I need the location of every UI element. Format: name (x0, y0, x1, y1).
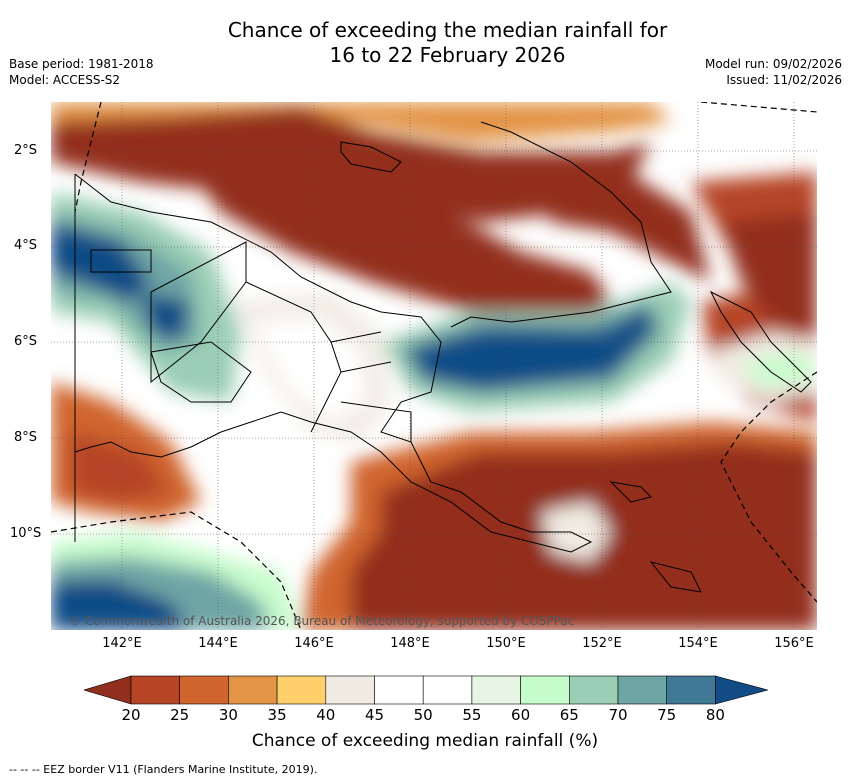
lon-label-156e: 156°E (774, 636, 814, 651)
meta-right: Model run: 09/02/2026 Issued: 11/02/2026 (705, 56, 842, 88)
lat-label-6s: 6°S (14, 334, 38, 349)
colorbar-tick-label: 35 (267, 706, 287, 724)
colorbar-tick-label: 40 (316, 706, 336, 724)
colorbar-tick-label: 25 (170, 706, 190, 724)
colorbar-segment (520, 675, 570, 705)
base-period: Base period: 1981-2018 (9, 57, 154, 71)
coastlines (74, 121, 812, 593)
model-name: Model: ACCESS-S2 (9, 73, 121, 87)
colorbar-segment (228, 675, 278, 705)
eez-borders (51, 102, 817, 630)
rainfall-field (51, 102, 817, 630)
lat-label-8s: 8°S (14, 430, 38, 445)
colorbar-tick-label: 20 (121, 706, 141, 724)
copyright-notice: © Commonwealth of Australia 2026, Bureau… (69, 614, 575, 628)
colorbar-tick-label: 30 (218, 706, 238, 724)
lat-label-2s: 2°S (14, 143, 38, 158)
colorbar-tick-label: 50 (413, 706, 433, 724)
title-line-1: Chance of exceeding the median rainfall … (227, 18, 668, 42)
lon-label-148e: 148°E (390, 636, 430, 651)
province-borders (90, 241, 412, 442)
colorbar-segment (374, 675, 424, 705)
lon-label-144e: 144°E (198, 636, 238, 651)
colorbar-extend-high (715, 675, 768, 705)
lon-label-150e: 150°E (486, 636, 526, 651)
colorbar-segment (471, 675, 521, 705)
eez-legend: -- -- -- EEZ border V11 (Flanders Marine… (9, 763, 318, 776)
chart-title: Chance of exceeding the median rainfall … (0, 18, 850, 68)
lon-label-154e: 154°E (678, 636, 718, 651)
lon-label-146e: 146°E (294, 636, 334, 651)
lat-label-4s: 4°S (14, 238, 38, 253)
colorbar-extend-low (84, 675, 132, 705)
colorbar-label: Chance of exceeding median rainfall (%) (251, 731, 599, 751)
colorbar-segment (617, 675, 668, 705)
colorbar-segment (179, 675, 229, 705)
rainfall-map (51, 102, 817, 630)
lon-label-142e: 142°E (102, 636, 142, 651)
issued-date: Issued: 11/02/2026 (726, 73, 842, 87)
colorbar-tick-label: 80 (705, 706, 725, 724)
colorbar-segment (130, 675, 181, 705)
model-run: Model run: 09/02/2026 (704, 57, 842, 71)
colorbar-tick-label: 65 (559, 706, 579, 724)
lon-label-152e: 152°E (582, 636, 622, 651)
colorbar-tick-label: 45 (364, 706, 385, 724)
colorbar-tick-label: 75 (657, 706, 677, 724)
colorbar-segment (666, 675, 716, 705)
colorbar-segment (276, 675, 327, 705)
colorbar-tick-label: 70 (608, 706, 628, 724)
colorbar-segment (568, 675, 619, 705)
colorbar-tick-label: 55 (462, 706, 482, 724)
meta-left: Base period: 1981-2018 Model: ACCESS-S2 (9, 56, 154, 88)
lat-label-10s: 10°S (10, 526, 42, 541)
colorbar-tick-label: 60 (511, 706, 531, 724)
title-line-2: 16 to 22 February 2026 (329, 43, 566, 67)
colorbar-segment (325, 675, 375, 705)
graticule (51, 102, 817, 630)
colorbar (84, 675, 768, 705)
colorbar-segment (422, 675, 473, 705)
